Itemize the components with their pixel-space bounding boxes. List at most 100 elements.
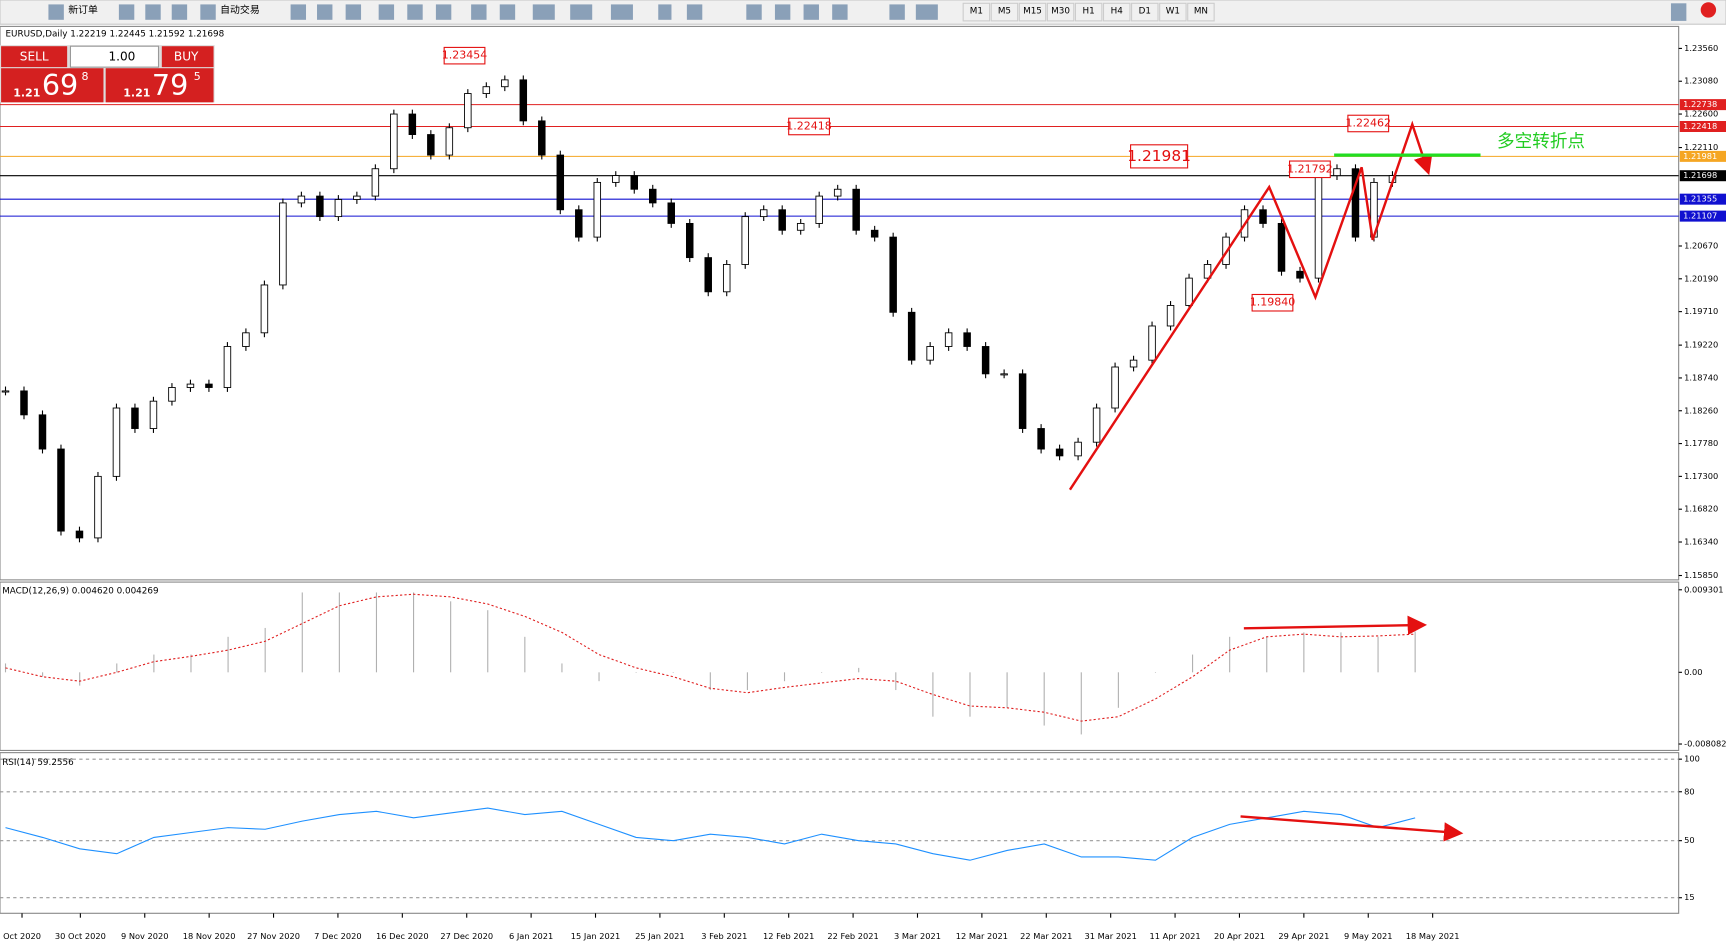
- icon[interactable]: [889, 4, 905, 20]
- rsi-line: [5, 807, 1416, 861]
- price-annotation-box: [1288, 160, 1331, 179]
- timeframe-button[interactable]: [1131, 2, 1159, 22]
- icon[interactable]: [435, 4, 452, 20]
- timeframe-label[interactable]: M1: [970, 7, 983, 17]
- candle-body: [482, 86, 491, 94]
- x-tick-label: 27 Dec 2020: [440, 931, 493, 941]
- timeframe-label[interactable]: H1: [1083, 7, 1095, 17]
- timeframe-button[interactable]: [990, 2, 1019, 22]
- macd-bar: [1340, 632, 1342, 673]
- candle-body: [667, 202, 675, 224]
- icon[interactable]: [407, 4, 423, 20]
- timeframe-label[interactable]: D1: [1139, 7, 1151, 17]
- lot-input[interactable]: [69, 45, 160, 68]
- x-tick-label: 15 Jan 2021: [571, 931, 620, 941]
- buy-price[interactable]: [105, 68, 214, 103]
- price-annotation-box: [1347, 114, 1390, 133]
- macd-bar: [561, 663, 563, 673]
- rsi-area: [0, 752, 1680, 914]
- buy-button[interactable]: [161, 46, 214, 68]
- icon[interactable]: [803, 4, 819, 20]
- timeframe-button[interactable]: [1018, 2, 1047, 22]
- icon[interactable]: [48, 4, 64, 20]
- candle-body: [1055, 448, 1064, 457]
- level-price-box: [1679, 99, 1726, 111]
- icon[interactable]: [118, 4, 135, 20]
- timeframe-label[interactable]: MN: [1194, 7, 1208, 17]
- icon[interactable]: [610, 4, 633, 20]
- icon[interactable]: [171, 4, 188, 20]
- macd-bar: [969, 672, 971, 717]
- candle-body: [1296, 270, 1304, 279]
- buy-small: 5: [194, 70, 201, 83]
- candle-body: [75, 530, 84, 539]
- icon[interactable]: [774, 4, 791, 20]
- icon[interactable]: [532, 4, 555, 20]
- candle-body: [519, 79, 528, 122]
- candle-body: [1074, 441, 1082, 457]
- candle-body: [57, 448, 65, 532]
- timeframe-button[interactable]: [962, 2, 991, 22]
- plots: 1.23560 1.23080 1.22600 1.22110 1.20670 1.201…: [0, 43, 1726, 941]
- icon[interactable]: [145, 4, 161, 20]
- icon[interactable]: [570, 4, 593, 20]
- notification-badge[interactable]: [1700, 2, 1717, 18]
- macd-bar: [821, 672, 823, 673]
- candle-body: [852, 188, 860, 231]
- x-tick-label: 9 May 2021: [1344, 931, 1393, 941]
- candle-body: [112, 407, 121, 477]
- auto-trading-button[interactable]: 自动交易: [220, 3, 260, 16]
- candle-body: [889, 236, 897, 313]
- timeframe-button[interactable]: [1102, 2, 1131, 22]
- timeframe-label[interactable]: H4: [1111, 7, 1124, 17]
- candle-body: [427, 134, 435, 156]
- macd-bar: [524, 636, 526, 673]
- timeframe-label[interactable]: W1: [1166, 7, 1180, 17]
- icon[interactable]: [378, 4, 395, 20]
- icon[interactable]: [658, 4, 672, 20]
- x-tick-label: 25 Jan 2021: [635, 931, 684, 941]
- x-tick-label: 20 Apr 2021: [1214, 931, 1265, 941]
- candle-body: [149, 400, 158, 429]
- timeframe-label[interactable]: M15: [1023, 7, 1042, 17]
- level-price-box: [1679, 120, 1726, 132]
- macd-bar: [1192, 654, 1194, 673]
- candle-body: [944, 332, 953, 347]
- x-tick-label: 12 Feb 2021: [763, 931, 814, 941]
- y-tick-label: 1.19710: [1684, 306, 1718, 316]
- timeframe-button[interactable]: [1187, 2, 1215, 22]
- timeframe-label[interactable]: M5: [998, 7, 1011, 17]
- icon[interactable]: [1670, 3, 1687, 21]
- lot-value: 1.00: [108, 50, 135, 64]
- icon[interactable]: [200, 4, 216, 20]
- macd-bar: [895, 672, 897, 691]
- candle-body: [205, 383, 213, 388]
- timeframe-button[interactable]: [1074, 2, 1103, 22]
- macd-bar: [1080, 672, 1082, 735]
- timeframe-button[interactable]: [1046, 2, 1075, 22]
- icon[interactable]: [345, 4, 362, 20]
- new-order-button[interactable]: 新订单: [68, 3, 98, 16]
- x-tick-label: 16 Dec 2020: [376, 931, 429, 941]
- candle-body: [630, 175, 639, 190]
- icon[interactable]: [471, 4, 487, 20]
- icon[interactable]: [317, 4, 333, 20]
- icon[interactable]: [746, 4, 762, 20]
- icon[interactable]: [832, 4, 848, 20]
- icon[interactable]: [915, 4, 938, 20]
- candle-body: [1037, 428, 1045, 450]
- icon[interactable]: [290, 4, 307, 20]
- candle-body: [279, 202, 287, 286]
- timeframe-label[interactable]: M30: [1051, 7, 1070, 17]
- sell-button[interactable]: [1, 46, 68, 68]
- price-annotation-box: [443, 46, 486, 65]
- timeframe-button[interactable]: [1159, 2, 1187, 22]
- price-annotation-box: [1251, 293, 1294, 312]
- icon[interactable]: [686, 4, 703, 20]
- icon[interactable]: [499, 4, 516, 20]
- candle-body: [371, 168, 380, 197]
- sell-price[interactable]: [1, 68, 104, 103]
- x-tick-label: 30 Oct 2020: [55, 931, 106, 941]
- macd-bar: [1266, 636, 1268, 673]
- candle-body: [759, 209, 768, 218]
